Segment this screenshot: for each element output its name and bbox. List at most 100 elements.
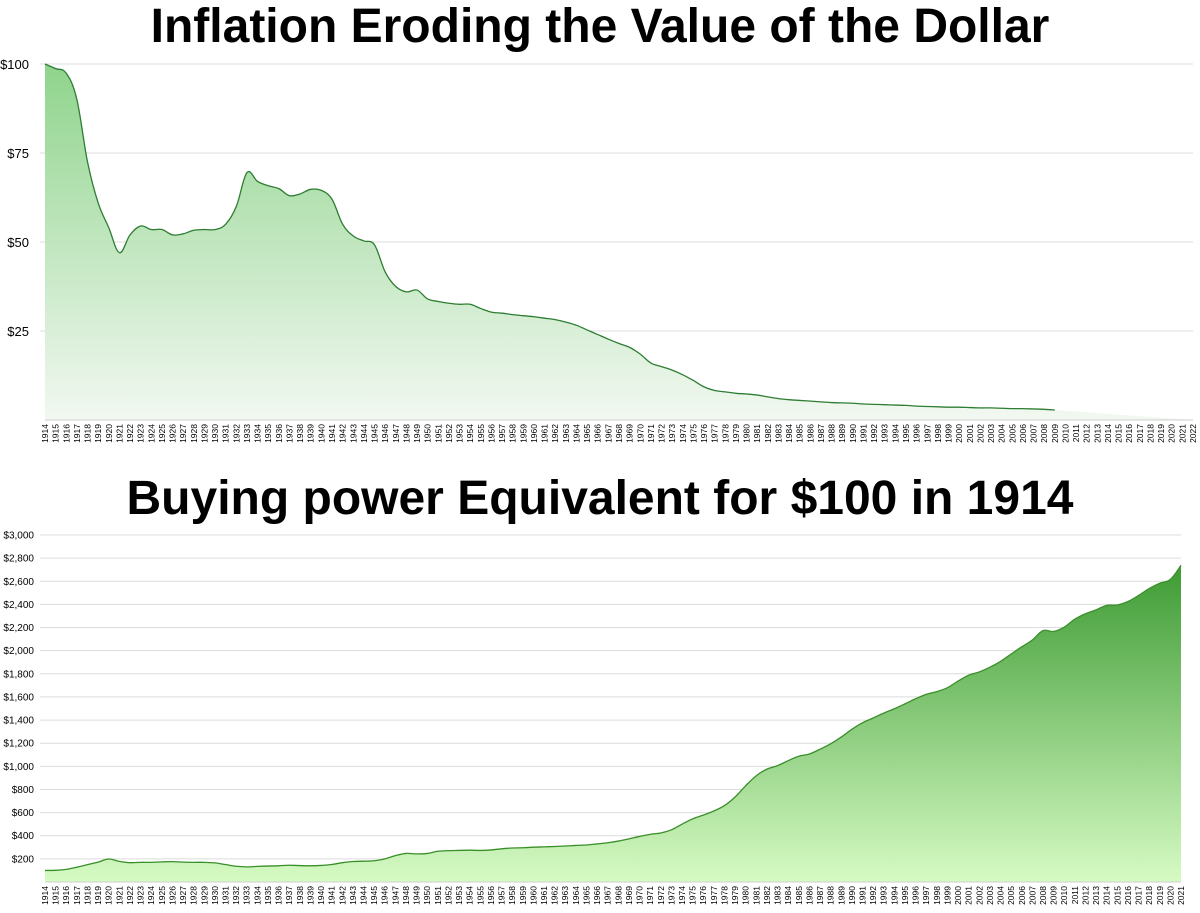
data-point-1979 xyxy=(734,796,736,798)
x-tick-label: 1919 xyxy=(93,424,103,443)
x-tick-label: 1979 xyxy=(731,424,741,443)
x-tick-label: 1943 xyxy=(348,886,358,905)
x-tick-label: 2005 xyxy=(1006,886,1016,905)
data-point-1933 xyxy=(246,866,248,868)
y-tick-label: $200 xyxy=(12,854,35,865)
data-point-1987 xyxy=(819,748,821,750)
x-tick-label: 1996 xyxy=(911,886,921,905)
x-tick-label: 1975 xyxy=(688,886,698,905)
x-tick-label: 1928 xyxy=(189,424,199,443)
y-tick-label: $1,600 xyxy=(3,692,34,703)
x-tick-label: 1981 xyxy=(751,886,761,905)
x-tick-label: 1944 xyxy=(359,424,369,443)
x-tick-label: 1935 xyxy=(263,886,273,905)
x-tick-label: 1969 xyxy=(625,424,635,443)
data-point-2013 xyxy=(1095,609,1097,611)
data-point-1939 xyxy=(309,865,311,867)
x-tick-label: 2019 xyxy=(1156,424,1166,443)
x-tick-label: 2010 xyxy=(1059,886,1069,905)
x-tick-label: 1985 xyxy=(794,886,804,905)
x-tick-label: 1933 xyxy=(242,886,252,905)
x-tick-label: 1980 xyxy=(741,886,751,905)
x-tick-label: 2021 xyxy=(1176,886,1186,905)
x-tick-label: 1952 xyxy=(444,424,454,443)
data-point-1941 xyxy=(330,863,332,865)
y-tick-label: $100 xyxy=(0,57,29,72)
data-point-2008 xyxy=(1042,629,1044,631)
x-tick-label: 1983 xyxy=(773,424,783,443)
data-point-1922 xyxy=(129,861,131,863)
x-tick-label: 1936 xyxy=(274,424,284,443)
x-tick-label: 1929 xyxy=(199,424,209,443)
x-tick-label: 2013 xyxy=(1091,886,1101,905)
data-point-1978 xyxy=(723,804,725,806)
x-tick-label: 1933 xyxy=(242,424,252,443)
x-tick-label: 2012 xyxy=(1082,424,1092,443)
data-point-1921 xyxy=(118,860,120,862)
x-tick-label: 2006 xyxy=(1017,886,1027,905)
data-point-1945 xyxy=(373,860,375,862)
x-tick-label: 1991 xyxy=(858,886,868,905)
x-tick-label: 1976 xyxy=(698,886,708,905)
x-tick-label: 1951 xyxy=(433,886,443,905)
x-tick-label: 1957 xyxy=(497,424,507,443)
x-tick-label: 2002 xyxy=(975,424,985,443)
x-tick-label: 1942 xyxy=(337,886,347,905)
x-tick-label: 1990 xyxy=(847,886,857,905)
series-line xyxy=(44,564,1182,872)
x-tick-label: 1915 xyxy=(51,424,61,443)
x-tick-label: 1941 xyxy=(327,424,337,443)
data-point-1960 xyxy=(532,846,534,848)
x-tick-label: 1986 xyxy=(804,886,814,905)
data-point-1999 xyxy=(946,686,948,688)
x-tick-label: 1959 xyxy=(518,886,528,905)
data-point-1951 xyxy=(437,850,439,852)
data-point-1988 xyxy=(829,743,831,745)
x-tick-label: 1989 xyxy=(836,886,846,905)
data-point-1976 xyxy=(702,814,704,816)
x-tick-label: 1981 xyxy=(752,424,762,443)
x-tick-label: 1954 xyxy=(465,424,475,443)
data-point-1972 xyxy=(660,832,662,834)
data-point-2014 xyxy=(1105,604,1107,606)
x-tick-label: 2007 xyxy=(1027,886,1037,905)
x-tick-label: 1990 xyxy=(848,424,858,443)
data-point-2005 xyxy=(1010,653,1012,655)
data-point-1952 xyxy=(447,849,449,851)
x-tick-label: 1944 xyxy=(359,886,369,905)
x-tick-label: 1965 xyxy=(581,886,591,905)
x-tick-label: 2016 xyxy=(1124,424,1134,443)
x-tick-label: 1999 xyxy=(942,886,952,905)
x-tick-label: 1998 xyxy=(933,424,943,443)
x-tick-label: 1932 xyxy=(231,886,241,905)
x-tick-label: 1926 xyxy=(167,886,177,905)
x-tick-label: 1949 xyxy=(412,424,422,443)
x-tick-label: 1975 xyxy=(688,424,698,443)
data-point-1981 xyxy=(755,775,757,777)
y-tick-label: $600 xyxy=(12,808,35,819)
data-point-1924 xyxy=(150,861,152,863)
data-point-1953 xyxy=(458,849,460,851)
data-point-1963 xyxy=(564,845,566,847)
x-tick-label: 1960 xyxy=(529,424,539,443)
chart-title-value-of-dollar: Inflation Eroding the Value of the Dolla… xyxy=(150,0,1050,53)
data-point-1961 xyxy=(543,846,545,848)
y-tick-label: $2,400 xyxy=(3,600,34,611)
x-tick-label: 1928 xyxy=(189,886,199,905)
x-tick-label: 1978 xyxy=(719,886,729,905)
x-tick-label: 1914 xyxy=(40,886,50,905)
x-tick-label: 1923 xyxy=(136,886,146,905)
x-tick-label: 1997 xyxy=(921,886,931,905)
x-tick-label: 1997 xyxy=(922,424,932,443)
x-tick-label: 1998 xyxy=(932,886,942,905)
x-tick-label: 1939 xyxy=(305,886,315,905)
x-tick-label: 1962 xyxy=(550,424,560,443)
area-fill xyxy=(45,64,1193,420)
x-tick-label: 1978 xyxy=(720,424,730,443)
x-tick-label: 2019 xyxy=(1155,886,1165,905)
x-tick-label: 2011 xyxy=(1070,886,1080,905)
y-tick-label: $2,200 xyxy=(3,623,34,634)
x-tick-label: 1937 xyxy=(284,886,294,905)
data-point-1966 xyxy=(596,843,598,845)
data-point-2021 xyxy=(1180,564,1182,566)
